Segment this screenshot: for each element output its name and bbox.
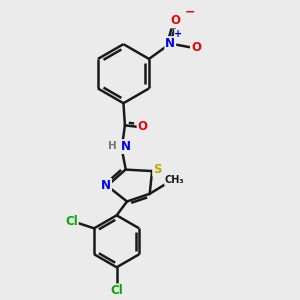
- Text: N: N: [121, 140, 130, 153]
- Text: O: O: [191, 41, 201, 54]
- Text: H: H: [108, 141, 117, 151]
- Text: S: S: [153, 163, 162, 176]
- Text: N: N: [165, 37, 175, 50]
- Text: O: O: [171, 14, 181, 27]
- Text: Cl: Cl: [110, 284, 123, 297]
- Text: CH₃: CH₃: [165, 175, 184, 185]
- Text: N: N: [101, 179, 111, 192]
- Text: +: +: [174, 29, 182, 39]
- Text: −: −: [185, 6, 196, 19]
- Text: O: O: [138, 120, 148, 133]
- Text: Cl: Cl: [65, 215, 78, 228]
